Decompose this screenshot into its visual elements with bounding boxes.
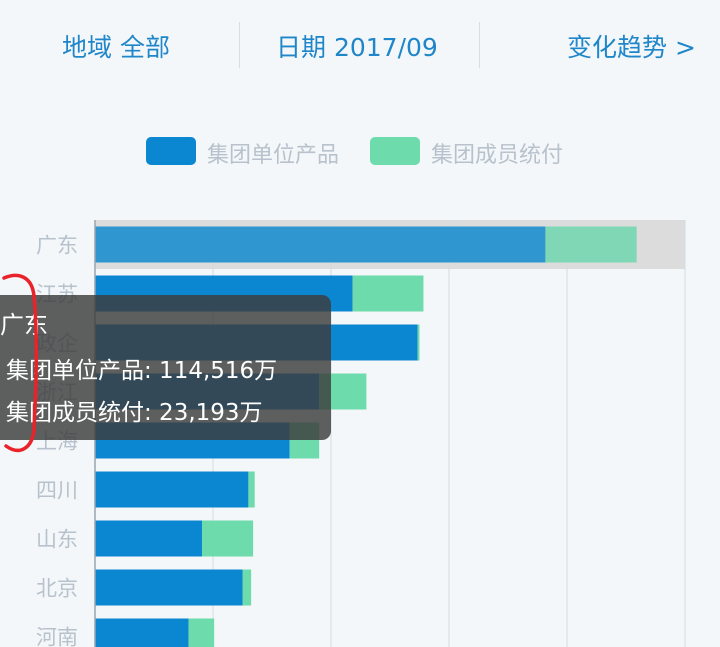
bar-product[interactable]: [95, 226, 546, 263]
bar-member[interactable]: [248, 471, 255, 508]
divider: [479, 22, 480, 68]
tooltip-row-member: 集团成员统付: 23,193万: [6, 400, 263, 426]
tooltip-row-product: 集团单位产品: 114,516万: [6, 358, 278, 384]
bar-product[interactable]: [95, 569, 243, 606]
bar-product[interactable]: [95, 520, 202, 557]
bar-member[interactable]: [188, 618, 215, 647]
bar-member[interactable]: [201, 520, 254, 557]
bar-product[interactable]: [95, 618, 189, 647]
date-filter[interactable]: 日期 2017/09: [276, 33, 438, 62]
bar-member[interactable]: [417, 324, 420, 361]
bar-product[interactable]: [95, 471, 249, 508]
legend-label-product[interactable]: 集团单位产品: [207, 143, 340, 168]
trend-link[interactable]: 变化趋势 >: [567, 33, 696, 62]
category-label: 河南: [36, 626, 78, 647]
tooltip-title: 广东: [0, 311, 48, 339]
divider: [239, 22, 240, 68]
bar-member[interactable]: [352, 275, 424, 312]
category-label: 广东: [36, 234, 78, 258]
chart-tooltip: 广东 集团单位产品: 114,516万 集团成员统付: 23,193万: [0, 295, 331, 440]
region-filter[interactable]: 地域 全部: [62, 33, 170, 62]
category-label: 四川: [36, 479, 78, 503]
legend-label-member[interactable]: 集团成员统付: [431, 143, 564, 168]
legend-swatch-product[interactable]: [146, 137, 196, 165]
bar-member[interactable]: [545, 226, 637, 263]
category-label: 北京: [36, 577, 78, 601]
category-label: 山东: [36, 528, 78, 552]
legend-swatch-member[interactable]: [370, 137, 420, 165]
chart-legend: 集团单位产品 集团成员统付: [0, 135, 720, 168]
bar-member[interactable]: [242, 569, 252, 606]
red-annotation-mark: [2, 273, 39, 452]
filter-bar: 地域 全部 日期 2017/09 变化趋势 >: [0, 0, 720, 92]
